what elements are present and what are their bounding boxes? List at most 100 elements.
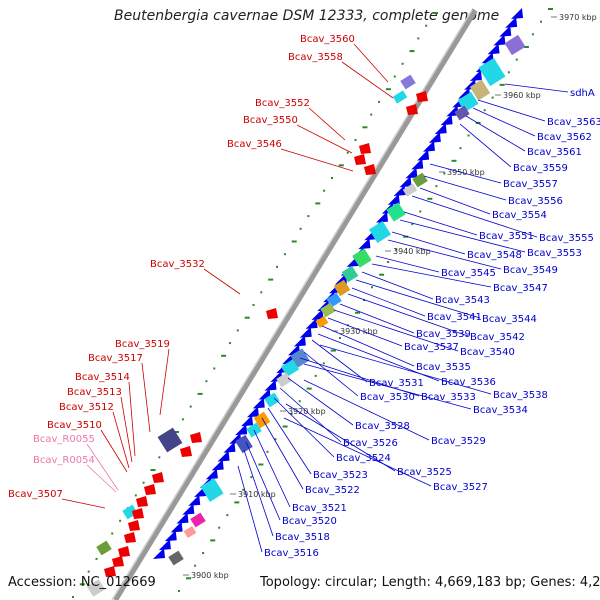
right-gene-label: Bcav_3531 xyxy=(369,378,424,389)
gc-dot xyxy=(523,46,529,48)
right-label-leader xyxy=(411,195,538,238)
right-gene-label: Bcav_3527 xyxy=(433,482,488,493)
reverse-gene-arrow xyxy=(136,496,148,507)
accession-text: Accession: NC_012669 xyxy=(8,575,156,590)
left-label-leader xyxy=(353,43,389,83)
right-gene-label: Bcav_3525 xyxy=(397,467,452,478)
forward-gene-arrow xyxy=(469,69,482,81)
left-label-leader xyxy=(120,396,133,463)
gc-dot xyxy=(282,425,288,428)
gene-block xyxy=(200,478,224,502)
gc-dot xyxy=(443,172,446,175)
gc-dot xyxy=(299,227,302,230)
right-gene-label: Bcav_3523 xyxy=(313,470,368,481)
gc-dot xyxy=(205,380,208,383)
forward-gene-arrow xyxy=(217,450,230,462)
right-gene-label: Bcav_3530 xyxy=(360,392,415,403)
gc-dot xyxy=(197,392,203,395)
gene-block xyxy=(157,427,183,453)
forward-gene-arrow xyxy=(305,317,318,329)
left-gene-label: Bcav_3514 xyxy=(75,372,130,383)
gene-block xyxy=(400,74,416,90)
gc-dot xyxy=(491,96,494,99)
reverse-gene-arrow xyxy=(354,154,366,165)
gene-block xyxy=(392,90,408,104)
left-gene-label: Bcav_3507 xyxy=(8,489,63,500)
gc-dot xyxy=(298,400,301,403)
right-gene-label: Bcav_3543 xyxy=(435,295,490,306)
map-title: Beutenbergia cavernae DSM 12333, complet… xyxy=(114,8,500,24)
gene-block xyxy=(276,372,292,388)
gc-dot xyxy=(119,519,122,522)
gc-dot xyxy=(186,577,191,580)
right-label-leader xyxy=(347,293,469,337)
right-label-leader xyxy=(267,407,312,475)
gc-dot xyxy=(274,438,277,441)
gc-dot xyxy=(315,202,321,205)
reverse-gene-arrow xyxy=(406,104,418,115)
right-gene-label: Bcav_3537 xyxy=(404,342,459,353)
forward-gene-arrow xyxy=(164,530,177,542)
left-gene-label: Bcav_R0054 xyxy=(33,455,95,466)
right-gene-label: sdhA xyxy=(570,88,595,99)
reverse-gene-arrow xyxy=(359,143,371,154)
right-label-leader xyxy=(339,303,415,334)
left-label-leader xyxy=(128,381,136,457)
gene-block xyxy=(183,525,197,539)
right-gene-label: Bcav_3539 xyxy=(416,329,471,340)
forward-gene-arrow xyxy=(170,521,183,533)
left-gene-label: Bcav_3513 xyxy=(67,387,122,398)
gc-dot xyxy=(234,501,240,504)
gene-block xyxy=(368,220,392,244)
right-label-leader xyxy=(303,363,472,410)
gene-block xyxy=(469,79,491,101)
gc-dot xyxy=(291,240,297,243)
right-label-leader xyxy=(285,403,396,472)
left-label-leader xyxy=(86,464,117,493)
gc-dot xyxy=(411,223,414,226)
right-label-leader xyxy=(375,255,440,273)
right-label-leader xyxy=(355,279,481,319)
gc-dot xyxy=(540,20,542,23)
right-label-leader xyxy=(459,123,512,168)
gc-dot xyxy=(236,329,239,332)
right-label-leader xyxy=(361,271,434,300)
right-gene-label: Bcav_3529 xyxy=(431,436,486,447)
forward-gene-arrow xyxy=(487,43,500,55)
reverse-gene-arrow xyxy=(112,556,124,567)
left-gene-label: Bcav_3558 xyxy=(288,52,343,63)
right-label-leader xyxy=(311,339,368,383)
gc-dot xyxy=(142,481,145,484)
forward-gene-arrow xyxy=(205,468,218,480)
right-gene-label: Bcav_3548 xyxy=(467,250,522,261)
forward-gene-arrow xyxy=(422,140,435,152)
gc-dot xyxy=(242,488,245,491)
reverse-gene-arrow xyxy=(364,164,376,175)
left-gene-label: Bcav_3512 xyxy=(59,402,114,413)
right-label-leader xyxy=(387,239,502,270)
gene-block xyxy=(386,202,406,222)
right-gene-label: Bcav_3561 xyxy=(527,147,582,158)
forward-gene-arrow xyxy=(293,335,306,347)
gc-dot xyxy=(174,431,179,433)
right-gene-label: Bcav_3536 xyxy=(441,377,496,388)
forward-gene-arrow xyxy=(246,406,259,418)
gc-dot xyxy=(283,253,286,256)
gc-dot xyxy=(338,337,341,339)
left-label-leader xyxy=(86,443,119,491)
forward-gene-arrow xyxy=(505,16,518,28)
right-gene-label: Bcav_3522 xyxy=(305,485,360,496)
gc-dot xyxy=(425,24,428,27)
right-label-leader xyxy=(391,231,466,255)
gc-dot xyxy=(419,210,422,213)
gc-dot xyxy=(158,456,161,459)
kbp-tick-label: 3940 kbp xyxy=(393,247,431,256)
right-gene-label: Bcav_3551 xyxy=(479,231,534,242)
reverse-gene-arrow xyxy=(132,508,144,519)
forward-gene-arrow xyxy=(411,158,424,170)
gc-dot xyxy=(134,494,137,497)
gc-dot xyxy=(401,62,404,65)
reverse-gene-arrow xyxy=(104,566,116,577)
left-label-leader xyxy=(112,411,130,469)
left-gene-label: Bcav_3510 xyxy=(47,420,102,431)
